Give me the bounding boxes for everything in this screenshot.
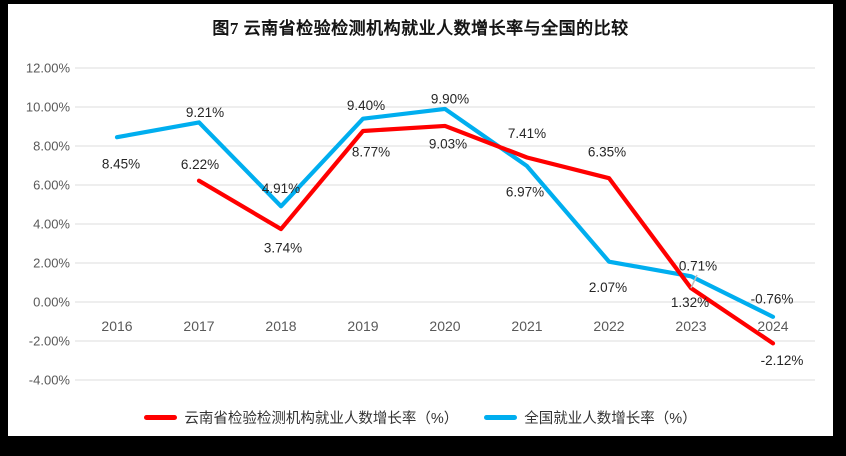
gridlines <box>75 67 815 381</box>
svg-text:9.40%: 9.40% <box>347 98 385 113</box>
svg-text:6.97%: 6.97% <box>506 185 544 200</box>
series-line-yunnan <box>196 123 776 346</box>
label-leader-line <box>690 274 698 289</box>
svg-text:6.22%: 6.22% <box>181 157 219 172</box>
svg-text:9.90%: 9.90% <box>431 91 469 106</box>
svg-text:1.32%: 1.32% <box>671 295 709 310</box>
chart-title: 图7 云南省检验检测机构就业人数增长率与全国的比较 <box>212 19 629 38</box>
legend-item-national: 全国就业人数增长率（%） <box>484 407 697 428</box>
svg-text:0.71%: 0.71% <box>679 259 717 274</box>
chart-panel: 12.00% 10.00% 8.00% 6.00% 4.00% 2.00% 0.00% -2.… <box>8 4 833 436</box>
legend-swatch-yunnan-line-icon <box>144 415 178 420</box>
svg-text:3.74%: 3.74% <box>264 241 302 256</box>
x-axis-tick-labels: 2016 2017 2018 2019 2020 2021 2022 2023 2024 <box>101 318 788 334</box>
svg-text:12.00%: 12.00% <box>26 61 71 76</box>
legend-item-yunnan: 云南省检验检测机构就业人数增长率（%） <box>144 407 458 428</box>
svg-text:4.00%: 4.00% <box>33 217 70 232</box>
svg-text:2023: 2023 <box>675 318 706 334</box>
svg-text:2017: 2017 <box>183 318 214 334</box>
legend: 云南省检验检测机构就业人数增长率（%） 全国就业人数增长率（%） <box>8 407 833 428</box>
svg-text:-2.00%: -2.00% <box>29 334 71 349</box>
svg-text:8.77%: 8.77% <box>352 144 390 159</box>
svg-text:2022: 2022 <box>593 318 624 334</box>
svg-text:2016: 2016 <box>101 318 132 334</box>
svg-text:2024: 2024 <box>757 318 788 334</box>
svg-text:-4.00%: -4.00% <box>29 373 71 388</box>
line-chart-svg: 12.00% 10.00% 8.00% 6.00% 4.00% 2.00% 0.00% -2.… <box>26 61 815 388</box>
svg-text:9.21%: 9.21% <box>186 105 224 120</box>
data-labels: 6.22% 3.74% 8.77% 9.03% 7.41% 6.35% 0.71% -2.12… <box>102 91 804 367</box>
svg-text:4.91%: 4.91% <box>262 181 300 196</box>
svg-text:-0.76%: -0.76% <box>751 291 794 306</box>
svg-text:7.41%: 7.41% <box>508 126 546 141</box>
svg-text:0.00%: 0.00% <box>33 295 70 310</box>
y-axis-tick-labels: 12.00% 10.00% 8.00% 6.00% 4.00% 2.00% 0.00% -2.… <box>26 61 71 388</box>
svg-text:9.03%: 9.03% <box>429 136 467 151</box>
legend-swatch-national-line-icon <box>484 415 518 420</box>
svg-text:2021: 2021 <box>511 318 542 334</box>
svg-text:8.45%: 8.45% <box>102 157 140 172</box>
svg-text:8.00%: 8.00% <box>33 139 70 154</box>
svg-text:10.00%: 10.00% <box>26 100 71 115</box>
svg-text:6.00%: 6.00% <box>33 178 70 193</box>
svg-text:-2.12%: -2.12% <box>761 353 804 368</box>
svg-text:2020: 2020 <box>429 318 460 334</box>
svg-text:6.35%: 6.35% <box>588 145 626 160</box>
series-line-national <box>114 106 776 319</box>
svg-text:2019: 2019 <box>347 318 378 334</box>
legend-label-national: 全国就业人数增长率（%） <box>524 411 697 427</box>
svg-text:2018: 2018 <box>265 318 296 334</box>
legend-label-yunnan: 云南省检验检测机构就业人数增长率（%） <box>184 411 459 427</box>
svg-text:2.07%: 2.07% <box>589 280 627 295</box>
svg-text:2.00%: 2.00% <box>33 256 70 271</box>
